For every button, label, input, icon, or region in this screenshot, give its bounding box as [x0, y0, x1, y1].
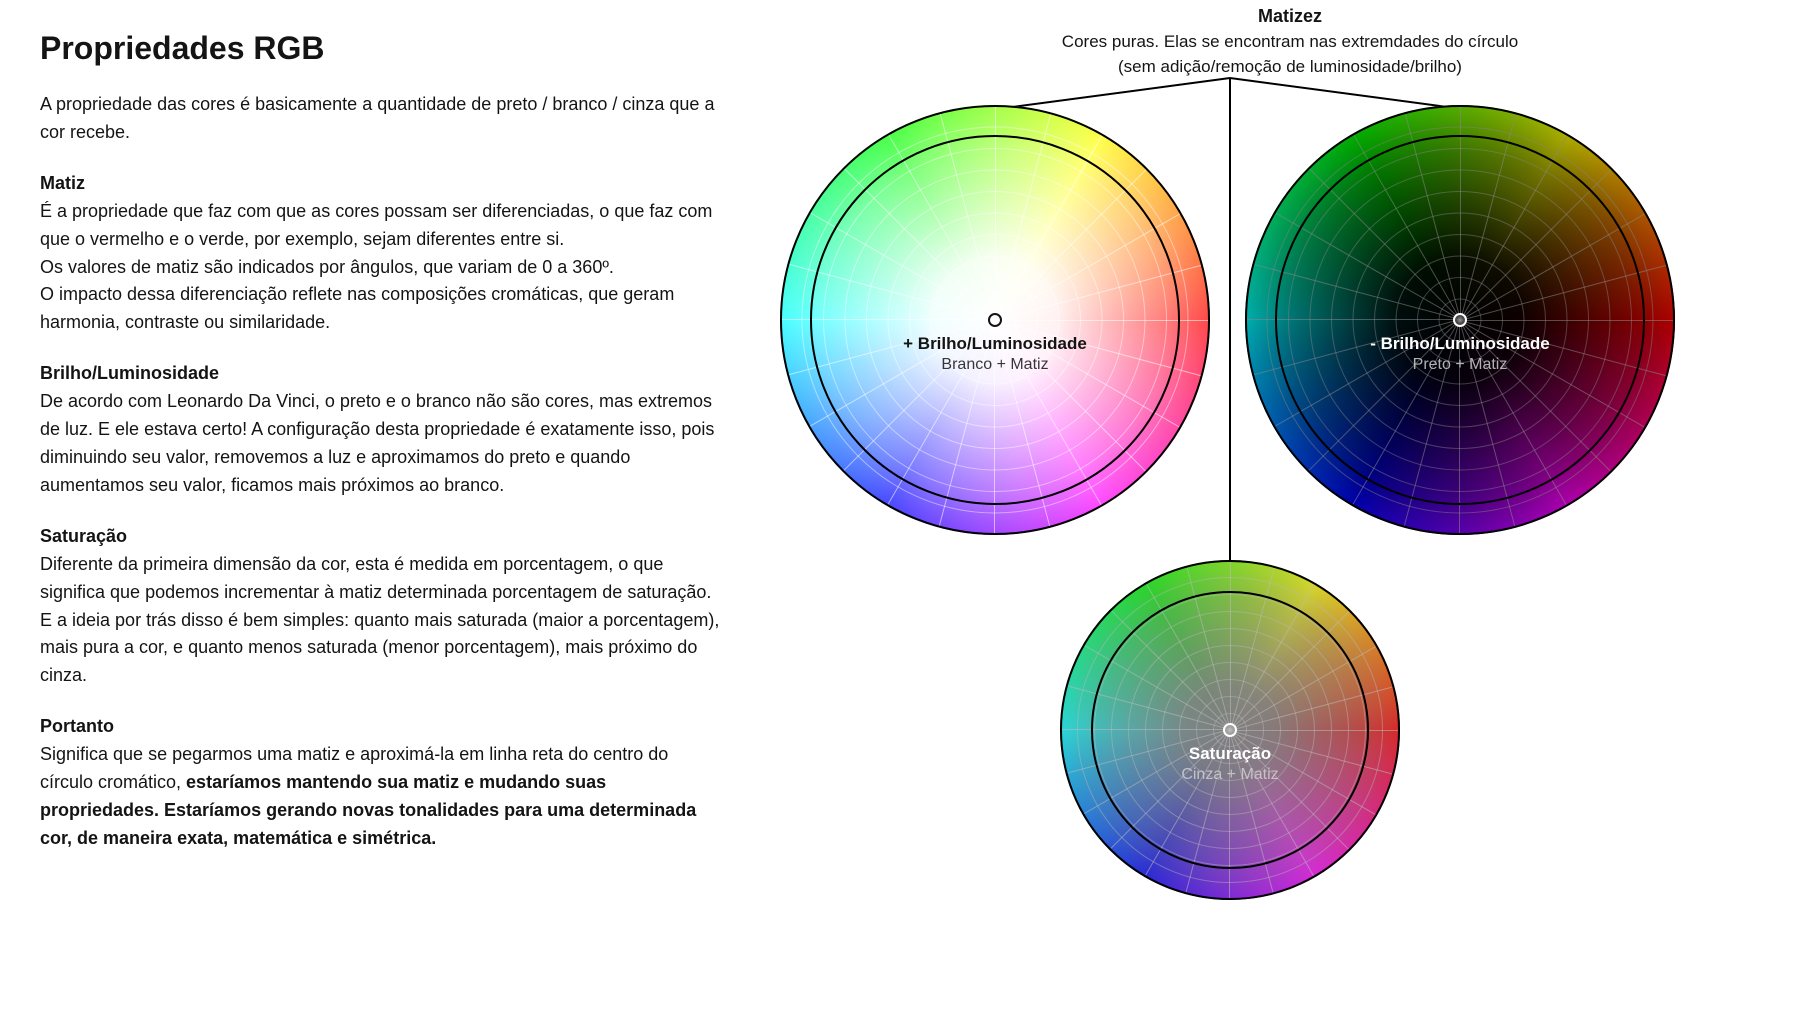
color-wheel-light: + Brilho/Luminosidade Branco + Matiz [780, 105, 1210, 535]
wheel-label-secondary: Preto + Matiz [1370, 356, 1549, 374]
section-heading: Saturação [40, 526, 720, 547]
diagram-top-label: Matizez [760, 6, 1820, 27]
wheel-label-primary: Saturação [1181, 744, 1278, 764]
text-column: Propriedades RGB A propriedade das cores… [0, 0, 760, 1024]
center-mark-icon [988, 313, 1002, 327]
section-body: Diferente da primeira dimensão da cor, e… [40, 551, 720, 690]
section-matiz: Matiz É a propriedade que faz com que as… [40, 173, 720, 337]
wheel-label-secondary: Branco + Matiz [903, 356, 1087, 374]
wheel-center-label: Saturação Cinza + Matiz [1181, 744, 1278, 784]
page-title: Propriedades RGB [40, 30, 720, 67]
wheel-label-primary: - Brilho/Luminosidade [1370, 334, 1549, 354]
wheel-label-secondary: Cinza + Matiz [1181, 766, 1278, 784]
section-saturacao: Saturação Diferente da primeira dimensão… [40, 526, 720, 690]
section-portanto: Portanto Significa que se pegarmos uma m… [40, 716, 720, 853]
section-heading: Brilho/Luminosidade [40, 363, 720, 384]
section-body: De acordo com Leonardo Da Vinci, o preto… [40, 388, 720, 500]
wheel-center-label: - Brilho/Luminosidade Preto + Matiz [1370, 334, 1549, 374]
color-wheel-sat: Saturação Cinza + Matiz [1060, 560, 1400, 900]
wheel-center-label: + Brilho/Luminosidade Branco + Matiz [903, 334, 1087, 374]
section-heading: Portanto [40, 716, 720, 737]
center-mark-icon [1223, 723, 1237, 737]
color-wheel-dark: - Brilho/Luminosidade Preto + Matiz [1245, 105, 1675, 535]
section-body: Significa que se pegarmos uma matiz e ap… [40, 741, 720, 853]
center-mark-icon [1453, 313, 1467, 327]
section-heading: Matiz [40, 173, 720, 194]
wheel-label-primary: + Brilho/Luminosidade [903, 334, 1087, 354]
section-brilho: Brilho/Luminosidade De acordo com Leonar… [40, 363, 720, 500]
diagram-area: Matizez Cores puras. Elas se encontram n… [760, 0, 1820, 1024]
section-body: É a propriedade que faz com que as cores… [40, 198, 720, 337]
intro-paragraph: A propriedade das cores é basicamente a … [40, 91, 720, 147]
diagram-top-sub: Cores puras. Elas se encontram nas extre… [760, 30, 1820, 79]
